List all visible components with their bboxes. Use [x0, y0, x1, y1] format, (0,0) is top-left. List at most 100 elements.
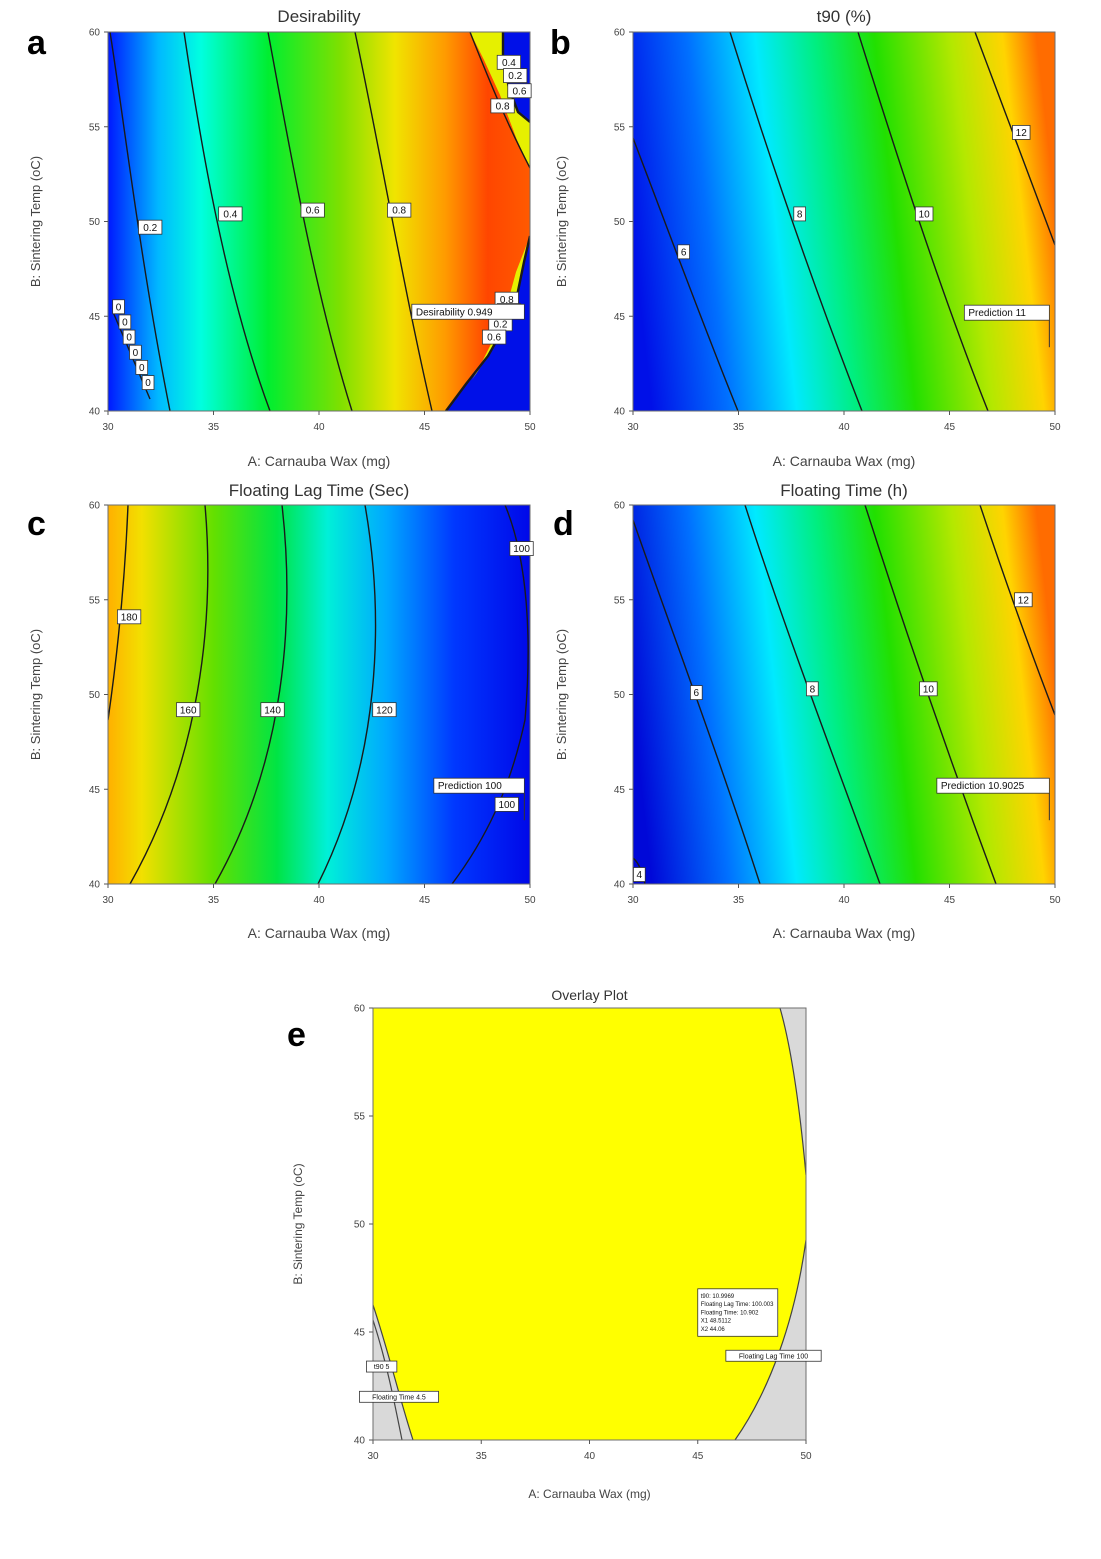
- contour-label-a: 0.6: [306, 206, 320, 217]
- contour-label-c-box: [260, 702, 285, 718]
- y-tick-label: 60: [89, 501, 101, 512]
- contour-c-2: [214, 505, 288, 884]
- contour-label-a-box: [300, 202, 325, 218]
- y-tick-label: 40: [89, 880, 101, 891]
- contour-label-b: 12: [1016, 128, 1028, 139]
- x-axis-label-b: A: Carnauba Wax (mg): [773, 453, 916, 469]
- y-axis-label-c: B: Sintering Temp (oC): [28, 629, 43, 760]
- infeasible-region-e-right-top: [780, 1008, 806, 1175]
- x-tick-label: 45: [944, 422, 956, 433]
- contour-label-a-box: [122, 329, 136, 345]
- overlay-region-label: t90 5: [374, 1364, 390, 1371]
- contour-label-a: 0.6: [512, 86, 526, 97]
- overlay-flag-line: X1 48.5112: [701, 1319, 732, 1325]
- contour-label-a: 0.2: [494, 319, 508, 330]
- y-tick-label: 55: [354, 1112, 366, 1123]
- contour-label-a: 0.8: [496, 102, 510, 113]
- contour-label-c: 100: [498, 800, 515, 811]
- x-tick-label: 30: [102, 895, 114, 906]
- plot-area-c: [108, 505, 530, 884]
- x-tick-label: 30: [627, 895, 639, 906]
- contour-b-1: [729, 32, 863, 411]
- prediction-flag-box-b: [963, 304, 1050, 321]
- boundary-e-2: [779, 1008, 806, 1176]
- y-tick-label: 45: [89, 785, 101, 796]
- y-tick-label: 60: [614, 28, 626, 39]
- contour-label-b-box: [677, 244, 690, 260]
- x-tick-label: 30: [102, 422, 114, 433]
- contour-label-a: 0.2: [508, 71, 522, 82]
- contour-label-a-box: [112, 299, 125, 315]
- overlay-region-label-box: [359, 1390, 439, 1403]
- y-tick-label: 50: [614, 690, 626, 701]
- contour-label-a: 0: [126, 333, 132, 344]
- contour-label-d-box: [806, 681, 819, 697]
- prediction-flag-box-d: [936, 777, 1050, 794]
- contour-label-a-box: [503, 68, 528, 83]
- plot-area-d: [633, 505, 1055, 884]
- overlay-region-label-box: [366, 1360, 398, 1373]
- x-tick-label: 30: [627, 422, 639, 433]
- prediction-flag-b: Prediction 11: [968, 308, 1026, 319]
- contour-label-a-box: [507, 83, 532, 99]
- y-axis-label-e: B: Sintering Temp (oC): [291, 1163, 305, 1284]
- yellow-band-a-top: [470, 32, 530, 168]
- contour-label-c: 120: [376, 705, 393, 716]
- x-axis-label-c: A: Carnauba Wax (mg): [248, 925, 391, 941]
- contour-a-3: [267, 32, 353, 411]
- contour-label-a: 0.2: [143, 223, 157, 234]
- contour-label-a-box: [490, 98, 515, 114]
- x-tick-label: 30: [367, 1451, 379, 1462]
- contour-a-5: [469, 32, 530, 169]
- infeasible-region-a-bottom: [446, 236, 530, 411]
- contour-d-1: [633, 519, 761, 884]
- x-axis-label-d: A: Carnauba Wax (mg): [773, 925, 916, 941]
- overlay-region-label-box: [725, 1349, 822, 1362]
- x-axis-label-e: A: Carnauba Wax (mg): [528, 1487, 650, 1501]
- contour-label-a-box: [135, 360, 149, 375]
- panel-c-floating-lag-time: [107, 504, 531, 885]
- panel-letter-b: b: [550, 24, 571, 62]
- y-tick-label: 45: [89, 312, 101, 323]
- contour-label-a-box: [141, 375, 155, 390]
- contour-c-4: [451, 505, 529, 884]
- contour-label-a: 0.8: [500, 295, 514, 306]
- contour-b-3: [974, 32, 1055, 246]
- contour-c-3: [317, 505, 377, 884]
- contour-label-a-box: [129, 344, 142, 360]
- y-tick-label: 55: [89, 595, 101, 606]
- y-tick-label: 40: [614, 880, 626, 891]
- contour-label-a: 0.8: [392, 206, 406, 217]
- contour-label-a: 0: [122, 318, 128, 329]
- contour-label-c-box: [176, 702, 201, 718]
- y-axis-label-a: B: Sintering Temp (oC): [28, 156, 43, 287]
- y-axis-label-d: B: Sintering Temp (oC): [554, 629, 569, 760]
- contour-d-4: [979, 505, 1055, 716]
- contour-a-1: [109, 32, 171, 411]
- x-tick-label: 45: [419, 422, 431, 433]
- y-axis-label-b: B: Sintering Temp (oC): [554, 156, 569, 287]
- x-tick-label: 40: [313, 895, 325, 906]
- panel-letter-e: e: [287, 1016, 306, 1054]
- contour-label-c-box: [494, 797, 519, 812]
- contour-label-a-box: [138, 219, 163, 235]
- y-tick-label: 50: [89, 690, 101, 701]
- overlay-flag-line: Floating Time: 10.902: [701, 1310, 759, 1316]
- panel-e-overlay: [372, 1007, 807, 1441]
- x-tick-label: 50: [800, 1451, 812, 1462]
- y-tick-label: 45: [354, 1328, 366, 1339]
- overlay-region-label: Floating Time 4.5: [372, 1394, 426, 1401]
- contour-a-4: [354, 32, 433, 411]
- plot-area-e: [373, 1008, 806, 1440]
- y-tick-label: 45: [614, 785, 626, 796]
- overlay-flag-box: [697, 1288, 779, 1337]
- y-tick-label: 60: [614, 501, 626, 512]
- y-tick-label: 60: [354, 1004, 366, 1015]
- contour-label-a: 0: [133, 348, 139, 359]
- chart-title-a: Desirability: [277, 7, 361, 26]
- panel-b-t90: [632, 31, 1056, 412]
- plot-area-a: [108, 32, 530, 411]
- panel-letter-c: c: [27, 505, 46, 543]
- overlay-flag-line: X2 44.06: [701, 1327, 726, 1333]
- x-tick-label: 35: [733, 422, 745, 433]
